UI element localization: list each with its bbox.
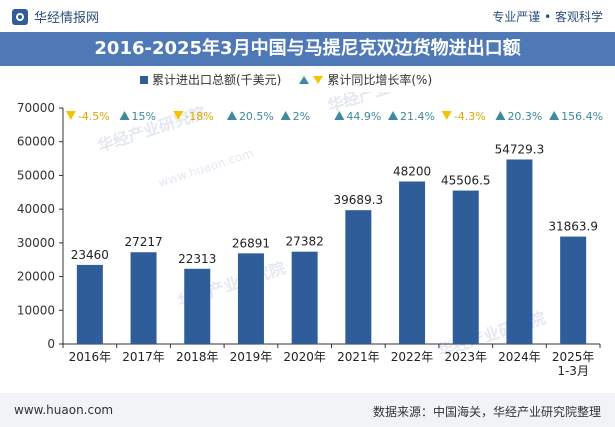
bar-value-label: 27217 xyxy=(124,235,162,249)
growth-label: 156.4% xyxy=(561,110,603,123)
y-tick-label: 0 xyxy=(47,337,55,351)
footer: www.huaon.com 数据来源：中国海关，华经产业研究院整理 xyxy=(0,393,615,427)
bar xyxy=(452,190,479,344)
x-tick-label: 1-3月 xyxy=(557,364,589,378)
growth-label: 20.5% xyxy=(239,110,274,123)
bar xyxy=(291,251,318,344)
chart-legend: 累计进出口总额(千美元) 累计同比增长率(%) xyxy=(140,71,432,88)
bar xyxy=(560,236,587,344)
growth-label: 2% xyxy=(293,110,310,123)
bar xyxy=(184,268,211,344)
growth-up-marker xyxy=(549,111,560,120)
chart-title: 2016-2025年3月中国与马提尼克双边货物进出口额 xyxy=(94,38,521,59)
growth-label: 21.4% xyxy=(400,110,435,123)
x-tick-label: 2021年 xyxy=(337,350,380,364)
bar xyxy=(345,210,372,344)
triangle-up-icon xyxy=(299,75,310,84)
bar-value-label: 39689.3 xyxy=(334,193,384,207)
growth-up-marker xyxy=(388,111,399,120)
y-tick-label: 60000 xyxy=(17,135,55,149)
legend-item-total: 累计进出口总额(千美元) xyxy=(140,71,281,88)
watermark-url: www.huaon.com xyxy=(157,146,256,190)
bar-value-label: 48200 xyxy=(393,164,431,178)
y-tick-label: 70000 xyxy=(17,101,55,115)
bar-swatch-icon xyxy=(140,75,148,84)
tagline: 专业严谨 • 客观科学 xyxy=(492,10,603,24)
growth-label: -4.3% xyxy=(454,110,486,123)
growth-up-marker xyxy=(119,111,130,120)
growth-label: 44.9% xyxy=(346,110,381,123)
x-tick-label: 2020年 xyxy=(283,350,326,364)
x-tick-label: 2017年 xyxy=(122,350,165,364)
bar xyxy=(237,253,264,344)
y-tick-label: 50000 xyxy=(17,168,55,182)
growth-down-marker xyxy=(441,111,452,120)
footer-source: 数据来源：中国海关，华经产业研究院整理 xyxy=(372,405,601,419)
y-tick-label: 20000 xyxy=(17,270,55,284)
legend-item-growth: 累计同比增长率(%) xyxy=(299,71,432,88)
growth-down-marker xyxy=(65,111,76,120)
bar-value-label: 22313 xyxy=(178,252,216,266)
x-tick-label: 2016年 xyxy=(69,350,112,364)
top-bar: 华经情报网 专业严谨 • 客观科学 xyxy=(0,0,615,32)
bar-value-label: 54729.3 xyxy=(495,142,545,156)
growth-down-marker xyxy=(173,111,184,120)
x-tick-label: 2019年 xyxy=(230,350,273,364)
x-tick-label: 2018年 xyxy=(176,350,219,364)
bar-value-label: 23460 xyxy=(71,248,109,262)
triangle-down-icon xyxy=(313,75,324,84)
growth-label: -18% xyxy=(185,110,213,123)
growth-up-marker xyxy=(495,111,506,120)
bar xyxy=(399,181,426,344)
bar-value-label: 26891 xyxy=(232,236,270,250)
brand-name: 华经情报网 xyxy=(34,11,100,26)
bar-value-label: 31863.9 xyxy=(548,220,598,234)
y-tick-label: 40000 xyxy=(17,202,55,216)
bar-value-label: 27382 xyxy=(286,235,324,249)
bar xyxy=(130,252,157,344)
growth-label: 15% xyxy=(132,110,156,123)
growth-up-marker xyxy=(334,111,345,120)
y-tick-label: 10000 xyxy=(17,303,55,317)
growth-label: -4.5% xyxy=(78,110,110,123)
brand[interactable]: 华经情报网 xyxy=(12,7,99,26)
brand-logo-icon xyxy=(12,8,28,25)
bar-value-label: 45506.5 xyxy=(441,174,491,188)
x-tick-label: 2024年 xyxy=(498,350,541,364)
bar xyxy=(76,264,103,344)
growth-label: 20.3% xyxy=(507,110,542,123)
growth-up-marker xyxy=(280,111,291,120)
legend-growth-label: 累计同比增长率(%) xyxy=(327,73,433,87)
x-tick-label: 2022年 xyxy=(391,350,434,364)
footer-website[interactable]: www.huaon.com xyxy=(14,403,114,417)
y-tick-label: 30000 xyxy=(17,236,55,250)
x-tick-label: 2023年 xyxy=(444,350,487,364)
title-bar: 2016-2025年3月中国与马提尼克双边货物进出口额 xyxy=(0,32,615,66)
chart-area: 华经产业研究院华经产业研究院华经产业研究院华经产业研究院www.huaon.co… xyxy=(17,92,603,378)
legend-total-label: 累计进出口总额(千美元) xyxy=(152,73,282,87)
bar xyxy=(506,159,533,344)
growth-up-marker xyxy=(226,111,237,120)
x-tick-label: 2025年 xyxy=(552,350,595,364)
